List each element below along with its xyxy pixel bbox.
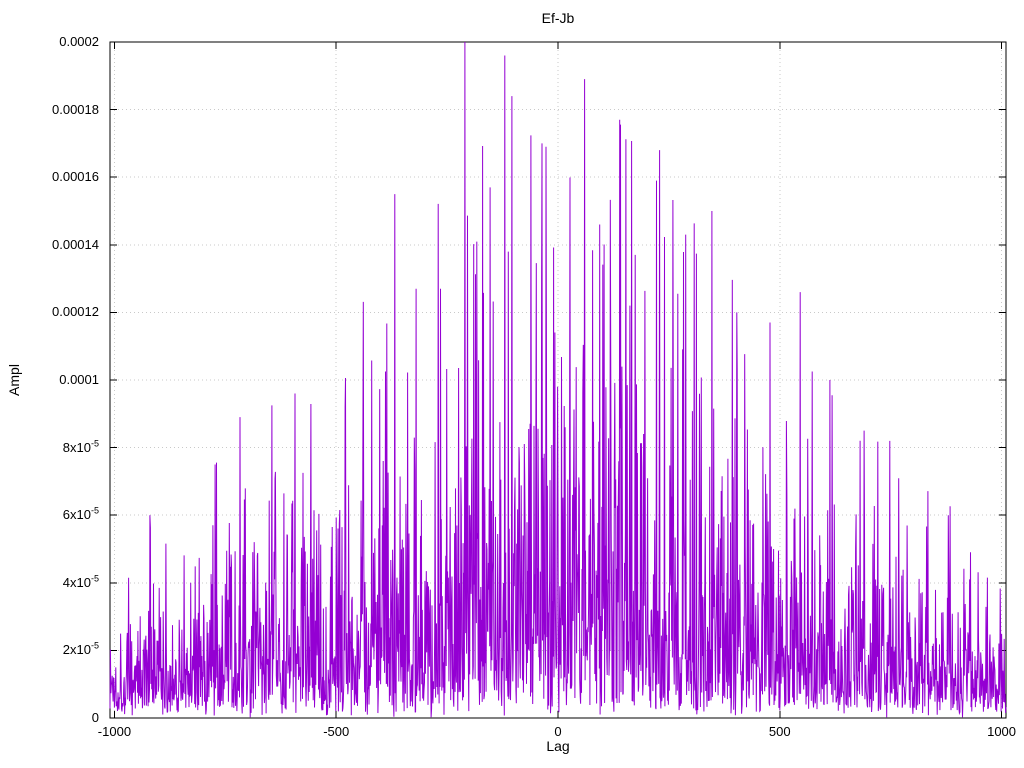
series-line (109, 41, 1007, 718)
chart-title: Ef-Jb (541, 10, 575, 26)
x-axis-label: Lag (546, 738, 570, 754)
y-axis-label: Ampl (6, 364, 22, 396)
